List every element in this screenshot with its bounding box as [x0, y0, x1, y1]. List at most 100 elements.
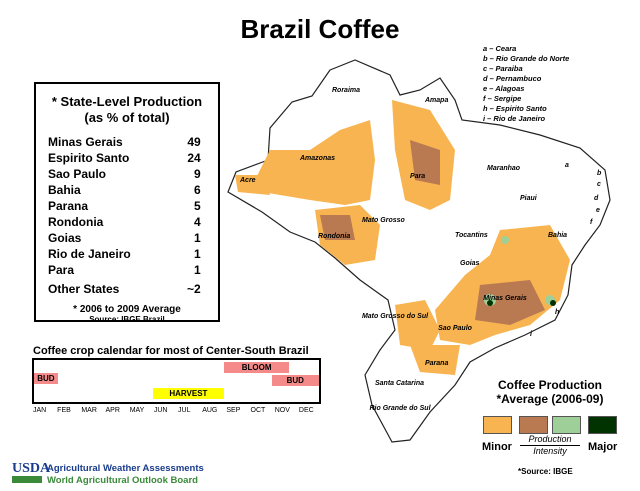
stats-footnote: * 2006 to 2009 Average [73, 304, 181, 315]
state-label: Rio Grande do Sul [369, 405, 431, 412]
key-item: c – Paraiba [483, 64, 523, 73]
state-letter: d [594, 195, 599, 202]
stats-source: Source: IBGE Brazil [89, 315, 165, 324]
stats-state: Goias [48, 231, 82, 245]
legend-swatch-major [588, 416, 617, 434]
state-label: Roraima [332, 87, 360, 94]
stats-value: 1 [194, 231, 201, 245]
state-label: Amapa [424, 97, 448, 104]
phase-harvest: HARVEST [152, 388, 224, 399]
usda-logo-swoosh [12, 476, 42, 483]
month-label: JUL [178, 407, 191, 414]
calendar-title: Coffee crop calendar for most of Center-… [33, 345, 309, 357]
legend-swatch-minor [483, 416, 512, 434]
stats-state: Bahia [48, 183, 81, 197]
phase-bud: BUD [271, 375, 319, 386]
state-label: Piaui [520, 195, 538, 202]
key-item: a – Ceara [483, 44, 517, 53]
state-letter: h [555, 309, 559, 316]
key-item: d – Pernambuco [483, 74, 542, 83]
stats-row: Minas Gerais 49 [48, 134, 205, 150]
legend-title-line1: Coffee Production [498, 378, 602, 392]
state-label: Santa Catarina [375, 380, 424, 387]
stats-value: 9 [194, 167, 201, 181]
stats-value: ~2 [187, 282, 201, 296]
state-label: Para [410, 173, 425, 180]
area-parana [410, 345, 460, 375]
calendar-months: JAN FEB MAR APR MAY JUN JUL AUG SEP OCT NOV DEC [33, 407, 323, 414]
state-label: Bahia [548, 232, 567, 239]
stats-state: Other States [48, 282, 120, 296]
month-label: MAY [129, 407, 145, 414]
stats-row: Bahia 6 [48, 182, 205, 198]
state-label: Sao Paulo [438, 325, 473, 332]
month-label: NOV [274, 407, 290, 414]
stats-value: 1 [194, 247, 201, 261]
state-letter: f [590, 219, 593, 226]
key-item: h – Espirito Santo [483, 104, 547, 113]
legend-title-line2: *Average (2006-09) [496, 392, 604, 406]
state-label: Goias [460, 260, 480, 267]
state-label: Tocantins [455, 232, 488, 239]
stats-subheading: (as % of total) [84, 110, 170, 125]
legend-minor-label: Minor [482, 441, 512, 453]
state-label: Mato Grosso do Sul [362, 313, 429, 320]
stats-row: Espirito Santo 24 [48, 150, 205, 166]
stats-row: Parana 5 [48, 198, 205, 214]
key-item: f – Sergipe [483, 94, 522, 103]
month-label: SEP [226, 407, 241, 414]
stats-state: Parana [48, 199, 89, 213]
stats-row: Sao Paulo 9 [48, 166, 205, 182]
stats-state: Espirito Santo [48, 151, 130, 165]
key-item: b – Rio Grande do Norte [483, 54, 570, 63]
stats-state: Para [48, 263, 75, 277]
stats-table: Minas Gerais 49 Espirito Santo 24 Sao Paulo 9… [48, 134, 205, 300]
state-label: Maranhao [487, 165, 521, 172]
stats-value: 1 [194, 263, 201, 277]
state-label: Amazonas [299, 155, 335, 162]
coffee-minor-areas [235, 100, 570, 375]
area-rondonia-mod [320, 215, 355, 240]
coffee-major-areas [487, 300, 556, 306]
month-label: DEC [298, 407, 314, 414]
stats-value: 4 [194, 215, 201, 229]
page-title: Brazil Coffee [240, 14, 400, 44]
stats-heading: * State-Level Production [51, 94, 203, 109]
legend-intensity-axis: Production Intensity [520, 434, 580, 457]
stats-value: 5 [194, 199, 201, 213]
state-label: Acre [239, 177, 256, 184]
stats-row: Rio de Janeiro 1 [48, 246, 205, 262]
key-item: i – Rio de Janeiro [483, 114, 546, 123]
footer-line1: Agricultural Weather Assessments [47, 463, 204, 474]
state-letter: a [565, 162, 569, 169]
legend-major-label: Major [588, 441, 618, 453]
stats-state: Rondonia [48, 215, 104, 229]
footer-line2: World Agricultural Outlook Board [47, 475, 198, 486]
crop-calendar: BUD BLOOM BUD HARVEST [32, 358, 321, 404]
area-acre [235, 175, 270, 195]
stats-row: Rondonia 4 [48, 214, 205, 230]
area-amazonas [250, 120, 375, 205]
legend-axis-line1: Production [520, 434, 580, 446]
month-label: JAN [33, 407, 47, 414]
legend-title: Coffee Production *Average (2006-09) [490, 378, 610, 406]
stats-value: 24 [187, 151, 201, 165]
phase-bud: BUD [34, 373, 58, 384]
stats-row: Goias 1 [48, 230, 205, 246]
coffee-moderate-areas [320, 140, 545, 325]
area-minas-mod [475, 280, 545, 325]
month-label: AUG [202, 407, 218, 414]
stats-value: 6 [194, 183, 201, 197]
state-letter: c [597, 181, 601, 188]
state-label: Rondonia [318, 233, 350, 240]
state-letter-key: a – Ceara b – Rio Grande do Norte c – Para… [483, 44, 569, 124]
stats-state: Rio de Janeiro [48, 247, 131, 261]
legend-swatch-moderate [519, 416, 548, 434]
stats-row: Para 1 [48, 262, 205, 278]
month-label: JUN [153, 407, 168, 414]
month-label: APR [105, 407, 120, 414]
stats-value: 49 [187, 135, 201, 149]
legend-axis-line2: Intensity [533, 446, 567, 456]
stats-state: Sao Paulo [48, 167, 107, 181]
